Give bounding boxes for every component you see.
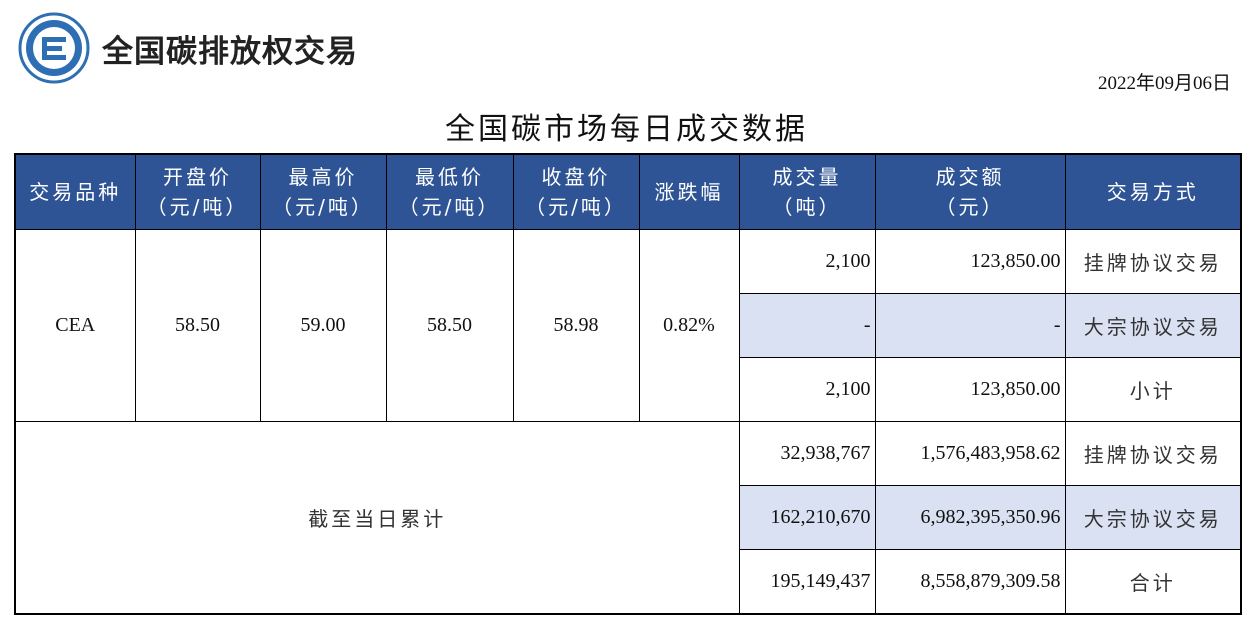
col-product: 交易品种: [14, 153, 136, 230]
daily-row-subtotal: 2,100 123,850.00 小计: [15, 357, 1242, 422]
col-close: 收盘价 （元/吨）: [512, 153, 640, 230]
method-cell: 小计: [1064, 357, 1242, 422]
method-cell: 挂牌协议交易: [1064, 229, 1242, 294]
open-price-cell: 58.50: [134, 229, 261, 422]
method-cell: 挂牌协议交易: [1064, 421, 1242, 486]
col-change: 涨跌幅: [638, 153, 740, 230]
col-open: 开盘价 （元/吨）: [134, 153, 261, 230]
cumulative-row-block: 162,210,670 6,982,395,350.96 大宗协议交易: [15, 485, 1242, 550]
amount-cell: 123,850.00: [874, 357, 1066, 422]
report-date: 2022年09月06日: [1097, 73, 1231, 94]
col-low: 最低价 （元/吨）: [385, 153, 514, 230]
method-cell: 大宗协议交易: [1064, 293, 1242, 358]
page-title: 全国碳市场每日成交数据: [445, 112, 808, 147]
method-cell: 大宗协议交易: [1064, 485, 1242, 550]
change-cell: 0.82%: [638, 229, 740, 422]
brand-name: 全国碳排放权交易: [102, 34, 358, 70]
daily-row-block: - - 大宗协议交易: [15, 293, 1242, 358]
volume-cell: 2,100: [738, 357, 876, 422]
exchange-logo-icon: [18, 12, 90, 84]
amount-cell: 6,982,395,350.96: [874, 485, 1066, 550]
col-high: 最高价 （元/吨）: [259, 153, 387, 230]
product-cell: CEA: [14, 229, 136, 422]
amount-cell: -: [874, 293, 1066, 358]
amount-cell: 123,850.00: [874, 229, 1066, 294]
amount-cell: 1,576,483,958.62: [874, 421, 1066, 486]
volume-cell: 2,100: [738, 229, 876, 294]
low-price-cell: 58.50: [385, 229, 514, 422]
col-method: 交易方式: [1064, 153, 1242, 230]
volume-cell: 162,210,670: [738, 485, 876, 550]
amount-cell: 8,558,879,309.58: [874, 549, 1066, 615]
col-amount: 成交额 （元）: [874, 153, 1066, 230]
close-price-cell: 58.98: [512, 229, 640, 422]
high-price-cell: 59.00: [259, 229, 387, 422]
trading-data-table: 交易品种 开盘价 （元/吨） 最高价 （元/吨） 最低价 （元/吨） 收盘价 （元/吨）…: [14, 153, 1242, 615]
cumulative-row-total: 195,149,437 8,558,879,309.58 合计: [15, 549, 1242, 615]
volume-cell: -: [738, 293, 876, 358]
header-row: 交易品种 开盘价 （元/吨） 最高价 （元/吨） 最低价 （元/吨） 收盘价 （元/吨）…: [14, 153, 1242, 230]
daily-row-listed: CEA 58.50 59.00 58.50 58.98 0.82% 2,100 …: [14, 229, 1242, 422]
method-cell: 合计: [1064, 549, 1242, 615]
cumulative-row-listed: 截至当日累计 32,938,767 1,576,483,958.62 挂牌协议交…: [14, 421, 1242, 615]
col-volume: 成交量 （吨）: [738, 153, 876, 230]
volume-cell: 195,149,437: [738, 549, 876, 615]
cumulative-label: 截至当日累计: [14, 421, 740, 615]
volume-cell: 32,938,767: [738, 421, 876, 486]
